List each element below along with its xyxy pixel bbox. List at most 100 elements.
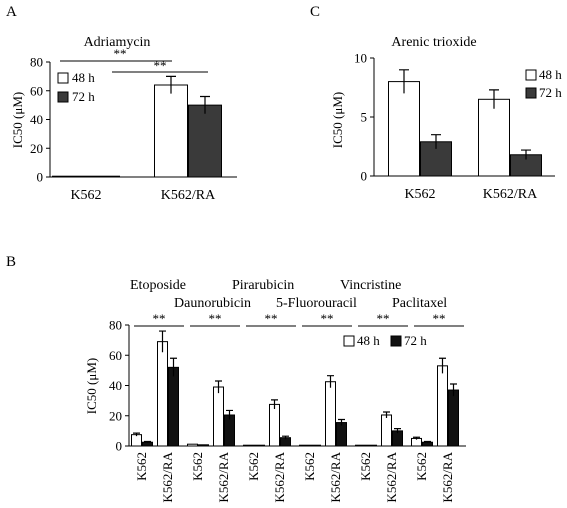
panel-a-bar-48h-0 xyxy=(52,175,86,178)
panel-a-bar-72h-0 xyxy=(86,175,120,178)
panel-b-errbar-72h-7 xyxy=(338,418,345,426)
panel-b-errbar-48h-1 xyxy=(159,330,166,353)
panel-c-legend-48h: 48 h xyxy=(539,67,562,82)
panel-b-bars xyxy=(131,330,459,447)
panel-b-bar-48h-6 xyxy=(299,444,310,447)
panel-b-ytick-label-0: 0 xyxy=(116,439,123,454)
panel-b-errbar-48h-10 xyxy=(413,436,420,440)
panel-a-bars xyxy=(52,75,222,178)
panel-b-errbar-72h-11 xyxy=(450,383,457,397)
panel-c-legend-72h: 72 h xyxy=(539,85,562,100)
panel-b-errbar-72h-9 xyxy=(394,428,401,434)
panel-a-legend-72h: 72 h xyxy=(72,89,95,104)
panel-a-ytick-label-4: 80 xyxy=(30,55,43,70)
panel-a-errbar-48h-1 xyxy=(166,75,176,94)
panel-b-ytick-label-3: 60 xyxy=(109,348,122,363)
panel-a-ylabel: IC50 (μM) xyxy=(10,92,25,148)
panel-b-drug-vincristine: Vincristine xyxy=(340,278,401,293)
panel-c-ylabel: IC50 (μM) xyxy=(330,92,345,148)
panel-c-bars xyxy=(388,69,542,177)
panel-b-xlabel-11: K562/RA xyxy=(440,451,455,502)
panel-c-xlabel-k562ra: K562/RA xyxy=(483,187,538,202)
panel-b-bar-72h-1 xyxy=(168,366,179,447)
panel-b-ytick-label-4: 80 xyxy=(109,318,122,333)
panel-b-drug-etoposide: Etoposide xyxy=(130,278,186,293)
panel-c-legend-swatch-48h xyxy=(525,69,537,81)
panel-b-bar-72h-7 xyxy=(336,422,347,447)
panel-a: A Adriamycin IC50 (μM) 0 20 40 60 80 ** ** 4… xyxy=(6,4,237,203)
panel-a-ytick-label-1: 20 xyxy=(30,141,43,156)
panel-b-bar-48h-7 xyxy=(325,381,336,447)
panel-b-errbar-48h-0 xyxy=(133,432,140,437)
panel-b-errbar-72h-3 xyxy=(226,409,233,420)
panel-c-title: Arenic trioxide xyxy=(391,35,476,50)
panel-c-errbar-72h-0 xyxy=(431,134,441,149)
panel-c-ytick-label-1: 5 xyxy=(361,110,368,125)
panel-a-title: Adriamycin xyxy=(84,35,151,50)
panel-b-xlabel-10: K562 xyxy=(414,452,429,481)
panel-b-drug-pirarubicin: Pirarubicin xyxy=(232,278,294,293)
panel-b-significance: ** ** ** ** ** ** xyxy=(134,311,464,327)
panel-c-errbar-72h-1 xyxy=(521,149,531,160)
panel-b-bar-72h-11 xyxy=(448,389,459,447)
panel-b-errbar-48h-9 xyxy=(383,411,390,419)
panel-b-legend-72h: 72 h xyxy=(404,333,427,348)
panel-c-errbar-48h-1 xyxy=(489,89,499,109)
panel-b: B Etoposide Daunorubicin Pirarubicin 5-F… xyxy=(6,254,466,503)
panel-b-bar-72h-4 xyxy=(254,444,265,447)
panel-b-ylabel: IC50 (μM) xyxy=(84,358,99,414)
panel-b-xlabel-3: K562/RA xyxy=(216,451,231,502)
panel-b-drug-daunorubicin: Daunorubicin xyxy=(174,296,251,311)
panel-b-xlabel-7: K562/RA xyxy=(328,451,343,502)
panel-c-legend-swatch-72h xyxy=(525,87,537,99)
panel-b-sig-3: ** xyxy=(321,311,334,326)
panel-b-xlabel-5: K562/RA xyxy=(272,451,287,502)
panel-b-errbar-72h-10 xyxy=(424,440,431,443)
panel-a-bar-72h-1 xyxy=(188,104,222,178)
panel-b-bar-48h-2 xyxy=(187,443,198,447)
panel-a-errbar-72h-1 xyxy=(200,95,210,114)
panel-c-errbar-48h-0 xyxy=(399,69,409,94)
panel-b-legend-swatch-72h xyxy=(390,335,402,347)
panel-b-bar-48h-5 xyxy=(269,403,280,447)
panel-b-bar-48h-1 xyxy=(157,341,168,447)
panel-b-ytick-label-1: 20 xyxy=(109,408,122,423)
panel-b-errbar-48h-5 xyxy=(271,399,278,409)
panel-b-errbar-72h-1 xyxy=(170,357,177,377)
panel-b-bar-48h-4 xyxy=(243,444,254,447)
panel-b-errbar-72h-5 xyxy=(282,435,289,440)
panel-b-bar-48h-9 xyxy=(381,414,392,447)
panel-b-errbar-72h-0 xyxy=(144,440,151,443)
panel-b-legend-48h: 48 h xyxy=(357,333,380,348)
panel-b-errbar-48h-11 xyxy=(439,357,446,374)
panel-b-sig-1: ** xyxy=(209,311,222,326)
panel-b-xlabel-9: K562/RA xyxy=(384,451,399,502)
panel-a-ytick-label-2: 40 xyxy=(30,112,43,127)
panel-a-xlabel-k562: K562 xyxy=(70,188,101,203)
panel-b-bar-48h-8 xyxy=(355,444,366,447)
panel-a-ytick-label-0: 0 xyxy=(37,170,44,185)
panel-b-bar-72h-2 xyxy=(198,444,209,447)
panel-b-xlabel-4: K562 xyxy=(246,452,261,481)
panel-c-ytick-label-0: 0 xyxy=(361,169,368,184)
panel-b-xlabel-0: K562 xyxy=(134,452,149,481)
panel-a-y-axis: 0 20 40 60 80 xyxy=(30,55,50,185)
panel-c-xlabel-k562: K562 xyxy=(404,187,435,202)
panel-b-letter: B xyxy=(6,254,16,270)
panel-a-legend-48h: 48 h xyxy=(72,70,95,85)
panel-b-drug-paclitaxel: Paclitaxel xyxy=(392,296,447,311)
panel-c-y-axis: 0 5 10 xyxy=(354,51,374,184)
panel-b-bar-48h-11 xyxy=(437,365,448,447)
panel-a-sig-72h: ** xyxy=(154,58,167,73)
panel-c-letter: C xyxy=(310,4,320,20)
panel-a-ytick-label-3: 60 xyxy=(30,83,43,98)
panel-b-sig-0: ** xyxy=(153,311,166,326)
panel-b-bar-48h-0 xyxy=(131,434,142,447)
panel-b-bar-72h-6 xyxy=(310,444,321,447)
panel-b-bar-72h-3 xyxy=(224,414,235,447)
panel-b-sig-4: ** xyxy=(377,311,390,326)
panel-b-errbar-48h-3 xyxy=(215,380,222,394)
panel-a-legend-swatch-48h xyxy=(57,72,69,84)
panel-b-x-labels: K562 K562/RA K562 K562/RA K562 K562/RA K562 K56… xyxy=(134,451,455,502)
